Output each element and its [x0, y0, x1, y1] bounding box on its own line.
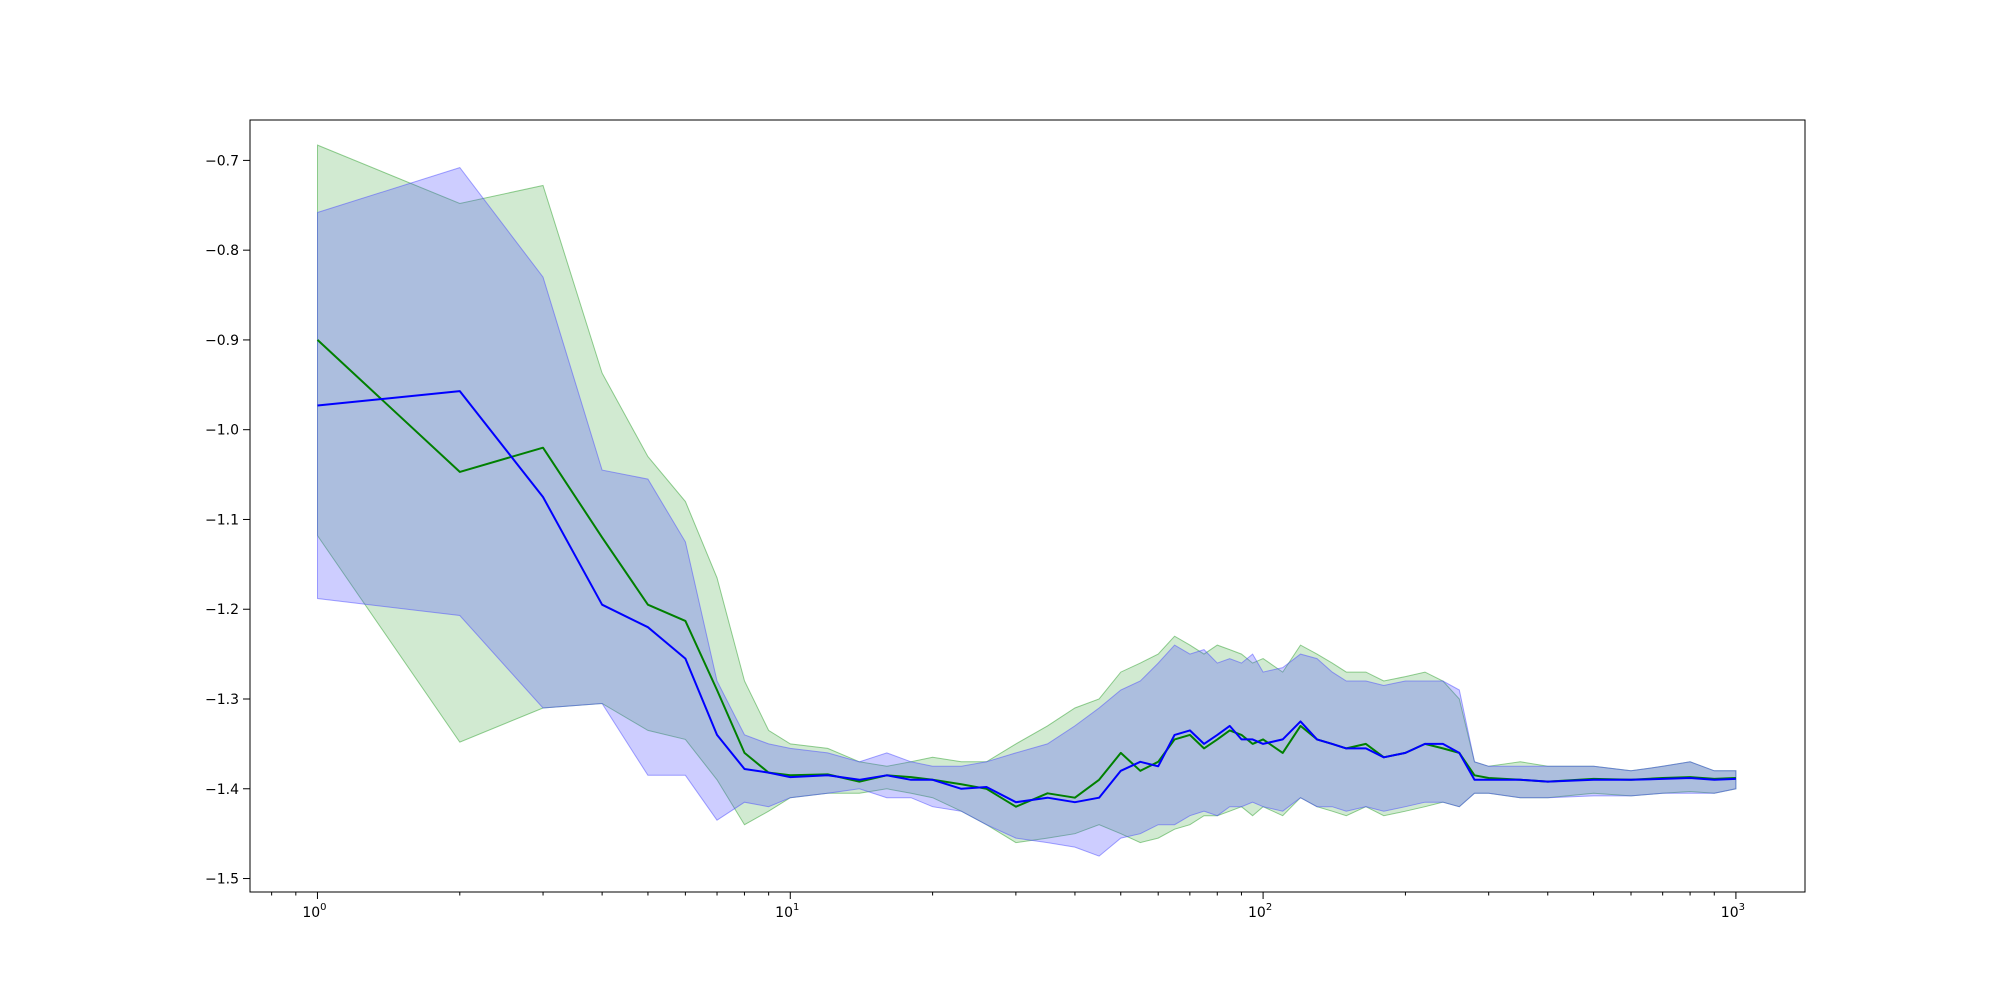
- y-tick-label: −1.4: [205, 782, 239, 798]
- series-2-band: [317, 167, 1737, 857]
- y-tick-label: −0.9: [205, 333, 239, 349]
- y-axis: −0.7 −0.8 −0.9 −1.0 −1.1 −1.2 −1.3 −1.4 −1.5: [205, 153, 250, 888]
- x-tick-label: 102: [1248, 902, 1272, 921]
- y-tick-label: −1.1: [205, 512, 239, 528]
- y-tick-label: −1.2: [205, 602, 239, 618]
- x-tick-label: 103: [1721, 902, 1745, 921]
- plot-area-frame: [249, 119, 1806, 893]
- y-tick-label: −1.3: [205, 692, 239, 708]
- y-tick-label: −0.7: [205, 153, 239, 169]
- x-tick-label: 101: [775, 902, 799, 921]
- series-2-line: [317, 390, 1736, 804]
- y-tick-label: −1.5: [205, 872, 239, 888]
- y-tick-label: −1.0: [205, 423, 239, 439]
- x-axis: 100 101 102 103: [271, 892, 1745, 921]
- series-lines: [316, 339, 1736, 808]
- x-tick-label: 100: [302, 902, 326, 921]
- y-tick-label: −0.8: [205, 243, 239, 259]
- series-1-line: [316, 339, 1736, 808]
- confidence-bands: [317, 144, 1737, 857]
